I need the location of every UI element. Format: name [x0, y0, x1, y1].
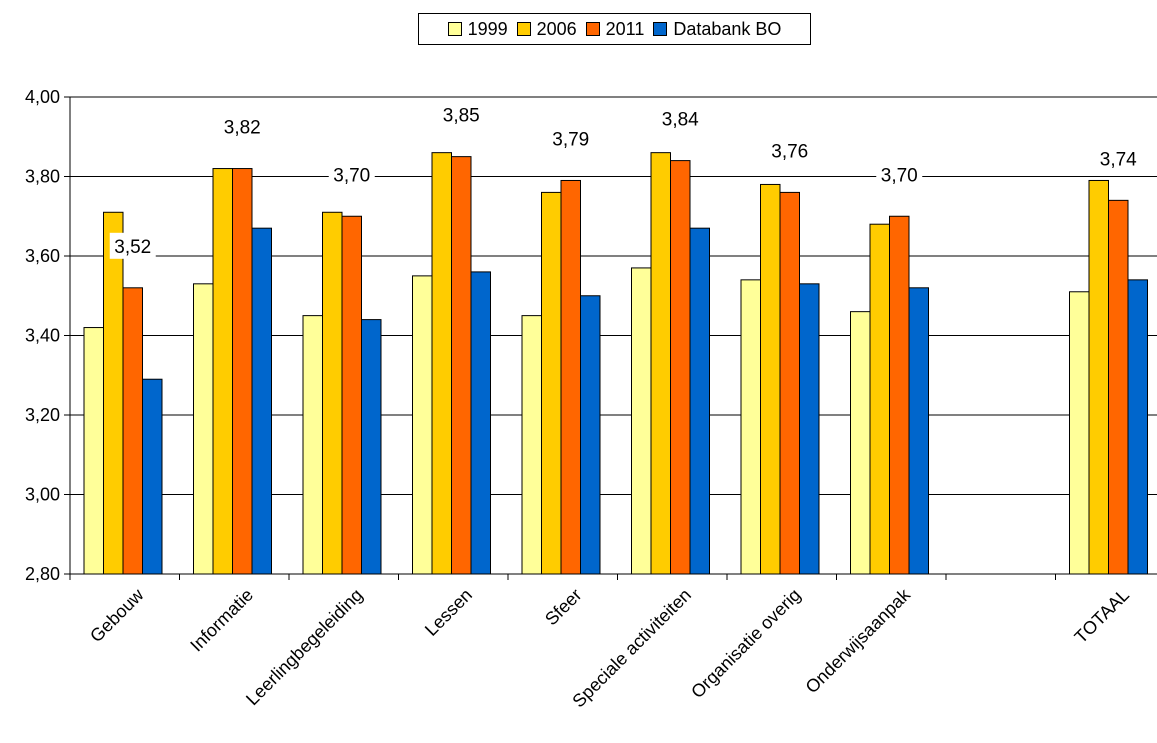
- data-label: 3,82: [224, 118, 261, 139]
- legend-label-1999: 1999: [467, 18, 508, 39]
- data-label-bg: [109, 232, 156, 259]
- bar-2006: [541, 191, 562, 575]
- bar-1999: [412, 275, 433, 575]
- data-label-bg: [547, 125, 594, 152]
- data-label-bg: [328, 161, 375, 188]
- x-tick-label: TOTAAL: [1071, 585, 1133, 647]
- bar-2006: [760, 183, 781, 575]
- bar-1999: [302, 315, 323, 575]
- legend-swatch-2011: [585, 22, 600, 36]
- legend-label-databank-bo: Databank BO: [673, 18, 782, 39]
- data-label: 3,76: [771, 141, 808, 162]
- bar-databank-bo: [142, 378, 163, 575]
- legend-label-2011: 2011: [605, 18, 645, 39]
- bar-2006: [212, 168, 233, 575]
- legend-swatch-1999: [447, 22, 462, 36]
- data-label: 3,70: [881, 165, 918, 186]
- bar-2011: [1108, 199, 1129, 575]
- x-tick-label: Lessen: [421, 585, 476, 640]
- bar-1999: [740, 279, 761, 575]
- legend-item-2006: 2006: [516, 18, 577, 40]
- data-label-bg: [657, 105, 704, 132]
- x-tick-label: Speciale activiteiten: [568, 585, 695, 712]
- bar-2006: [322, 211, 343, 575]
- bar-1999: [193, 283, 214, 575]
- y-tick-label: 3,80: [25, 167, 60, 187]
- bar-2011: [779, 191, 800, 575]
- data-label-bg: [1095, 145, 1142, 172]
- bar-databank-bo: [361, 319, 382, 575]
- y-tick-label: 3,00: [25, 485, 60, 505]
- y-tick-label: 3,40: [25, 326, 60, 346]
- bar-databank-bo: [251, 227, 272, 575]
- bar-1999: [521, 315, 542, 575]
- data-label: 3,52: [114, 237, 151, 258]
- data-label-bg: [438, 101, 485, 128]
- bar-2011: [451, 156, 472, 575]
- bar-2006: [103, 211, 124, 575]
- data-label: 3,79: [552, 129, 589, 150]
- bar-1999: [631, 267, 652, 575]
- legend: 1999 2006 2011 Databank BO: [418, 13, 811, 45]
- bar-2006: [869, 223, 890, 575]
- bar-2006: [650, 152, 671, 575]
- bar-2006: [1088, 179, 1109, 575]
- bar-1999: [1069, 291, 1090, 575]
- bar-databank-bo: [580, 295, 601, 575]
- y-tick-label: 2,80: [25, 564, 60, 584]
- x-tick-label: Onderwijsaanpak: [802, 584, 915, 697]
- bar-databank-bo: [470, 271, 491, 575]
- bar-2011: [889, 215, 910, 575]
- legend-label-2006: 2006: [536, 18, 577, 39]
- data-label-bg: [219, 113, 266, 140]
- bar-databank-bo: [689, 227, 710, 575]
- data-label-bg: [766, 137, 813, 164]
- data-label: 3,74: [1100, 149, 1137, 170]
- data-label: 3,84: [662, 110, 699, 131]
- x-tick-label: Leerlingbegeleiding: [242, 585, 367, 710]
- data-label: 3,70: [333, 165, 370, 186]
- x-tick-label: Organisatie overig: [687, 585, 804, 702]
- legend-swatch-2006: [516, 22, 531, 36]
- bar-2006: [431, 152, 452, 575]
- bar-1999: [83, 327, 104, 575]
- y-tick-label: 4,00: [25, 87, 60, 107]
- bar-1999: [850, 311, 871, 575]
- legend-item-2011: 2011: [585, 18, 645, 40]
- data-label-bg: [876, 161, 923, 188]
- legend-item-1999: 1999: [447, 18, 508, 40]
- x-tick-label: Gebouw: [86, 584, 148, 646]
- x-tick-label: Informatie: [186, 585, 257, 656]
- x-tick-label: Sfeer: [541, 585, 586, 630]
- bar-databank-bo: [1127, 279, 1148, 575]
- y-tick-label: 3,20: [25, 405, 60, 425]
- bar-2011: [341, 215, 362, 575]
- bar-2011: [670, 160, 691, 575]
- bar-2011: [122, 287, 143, 575]
- data-label: 3,85: [443, 106, 480, 127]
- y-tick-label: 3,60: [25, 246, 60, 266]
- legend-item-databank-bo: Databank BO: [653, 19, 781, 40]
- bar-2011: [560, 179, 581, 575]
- bar-2011: [232, 168, 253, 575]
- bar-databank-bo: [908, 287, 929, 575]
- legend-swatch-databank-bo: [653, 22, 668, 36]
- bar-databank-bo: [799, 283, 820, 575]
